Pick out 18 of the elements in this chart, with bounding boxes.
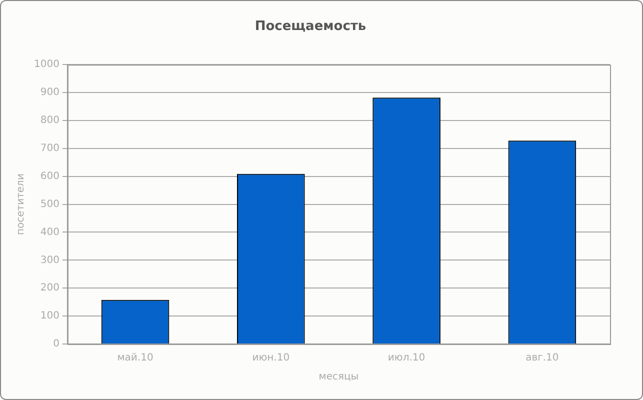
- y-tick-label: 0: [53, 338, 60, 350]
- y-tick-label: 900: [40, 87, 60, 98]
- y-tick-label: 1000: [34, 59, 60, 70]
- y-tick-label: 400: [40, 226, 60, 238]
- x-tick-label: авг.10: [526, 352, 559, 364]
- y-tick-label: 300: [40, 254, 60, 266]
- y-tick-label: 500: [40, 198, 60, 210]
- y-tick-label: 800: [40, 115, 60, 126]
- chart-title: Посещаемость: [254, 19, 366, 34]
- y-tick-label: 700: [40, 143, 60, 154]
- y-axis-title: посетители: [16, 174, 27, 236]
- x-tick-label: июн.10: [252, 352, 290, 364]
- y-tick-label: 600: [40, 170, 60, 182]
- x-axis-title: месяцы: [318, 372, 359, 383]
- y-tick-label: 200: [40, 282, 60, 294]
- y-tick-label: 100: [40, 310, 60, 322]
- x-tick-label: май.10: [117, 352, 154, 364]
- x-tick-label: июл.10: [388, 352, 426, 364]
